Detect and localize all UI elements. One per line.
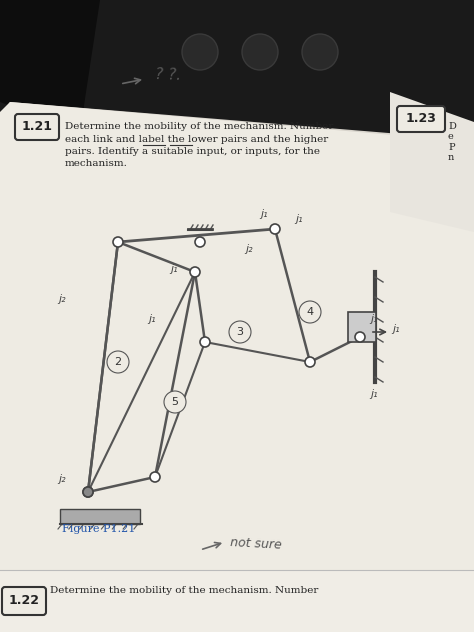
Polygon shape [0, 102, 474, 632]
Text: Determine the mobility of the mechanism. Number
each link and label the lower pa: Determine the mobility of the mechanism.… [65, 122, 333, 169]
Text: Determine the mobility of the mechanism. Number: Determine the mobility of the mechanism.… [50, 586, 319, 595]
Text: j₁: j₁ [148, 314, 155, 324]
Bar [60, 509, 140, 524]
Circle shape [190, 267, 200, 277]
Circle shape [164, 391, 186, 413]
Text: j₂: j₂ [245, 244, 253, 254]
Circle shape [195, 237, 205, 247]
Circle shape [299, 301, 321, 323]
Text: j₁: j₁ [392, 324, 400, 334]
FancyBboxPatch shape [2, 587, 46, 615]
Circle shape [83, 487, 93, 497]
Text: j₁: j₁ [260, 209, 268, 219]
Text: not sure: not sure [230, 537, 282, 552]
Text: Figure P1.21: Figure P1.21 [62, 524, 136, 534]
Circle shape [107, 351, 129, 373]
Text: 2: 2 [114, 357, 121, 367]
Bar [348, 312, 376, 342]
Bar [0, 570, 474, 632]
Polygon shape [0, 102, 474, 152]
Circle shape [83, 487, 93, 497]
Circle shape [305, 357, 315, 367]
FancyBboxPatch shape [397, 106, 445, 132]
Polygon shape [390, 92, 474, 232]
Polygon shape [0, 0, 100, 132]
Text: 3: 3 [237, 327, 244, 337]
Text: 5: 5 [172, 397, 179, 407]
FancyBboxPatch shape [15, 114, 59, 140]
Text: 1.22: 1.22 [9, 595, 39, 607]
Circle shape [355, 332, 365, 342]
Text: j₂: j₂ [58, 294, 65, 304]
Circle shape [200, 337, 210, 347]
Circle shape [182, 34, 218, 70]
Circle shape [229, 321, 251, 343]
Text: j₂: j₂ [58, 474, 65, 484]
Text: j₁: j₁ [370, 314, 378, 324]
Circle shape [270, 224, 280, 234]
Circle shape [242, 34, 278, 70]
Circle shape [113, 237, 123, 247]
Polygon shape [0, 0, 474, 152]
Circle shape [302, 34, 338, 70]
Text: j₁: j₁ [370, 389, 378, 399]
Text: 4: 4 [306, 307, 314, 317]
Circle shape [150, 472, 160, 482]
Text: j₁: j₁ [170, 264, 178, 274]
Text: 1.23: 1.23 [406, 112, 437, 126]
Text: 1.21: 1.21 [21, 121, 53, 133]
Text: D
e
P
n: D e P n [448, 122, 456, 162]
Text: ? ?.: ? ?. [155, 67, 182, 83]
Text: j₁: j₁ [295, 214, 302, 224]
